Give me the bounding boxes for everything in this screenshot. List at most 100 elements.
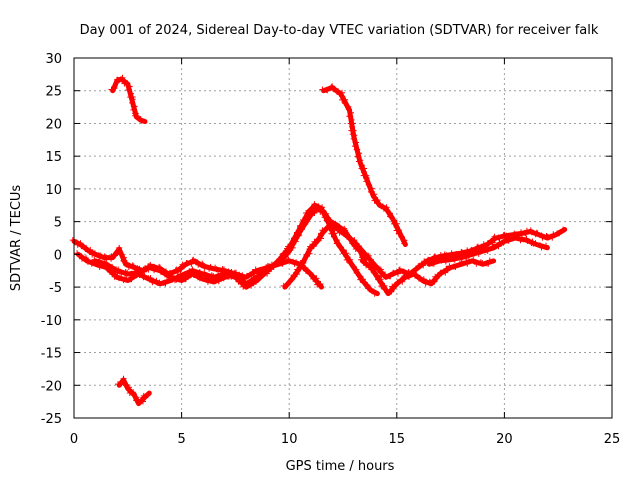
data-point-marker — [350, 263, 357, 270]
data-point-marker — [239, 278, 245, 284]
data-point-marker — [332, 225, 338, 232]
data-point-marker — [215, 278, 222, 285]
data-point-marker — [126, 83, 133, 90]
y-axis-label: SDTVAR / TECUs — [9, 185, 24, 292]
data-point-marker — [120, 257, 127, 264]
data-point-marker — [115, 381, 121, 388]
data-point-marker — [360, 279, 367, 286]
data-point-marker — [323, 226, 330, 233]
data-point-marker — [288, 241, 294, 248]
data-point-marker — [341, 230, 348, 237]
data-point-marker — [495, 234, 502, 241]
y-tick-label: -25 — [41, 412, 62, 427]
data-point-marker — [104, 262, 111, 269]
x-tick-label: 25 — [604, 432, 621, 447]
data-point-marker — [347, 260, 354, 267]
data-point-marker — [334, 224, 341, 230]
data-point-marker — [395, 270, 401, 277]
y-tick-label: 30 — [45, 52, 62, 67]
data-point-marker — [431, 253, 438, 260]
data-point-marker — [452, 264, 459, 270]
data-point-marker — [459, 249, 466, 256]
plot-frame — [73, 57, 613, 419]
data-point-marker — [231, 269, 238, 276]
data-point-marker — [383, 207, 390, 214]
data-point-marker — [346, 236, 353, 243]
data-point-marker — [376, 201, 382, 208]
data-point-marker — [505, 237, 512, 244]
data-point-marker — [543, 242, 549, 249]
data-point-marker — [111, 273, 118, 280]
y-tick-label: 10 — [45, 183, 62, 198]
series-trace-4 — [74, 201, 380, 297]
data-point-marker — [280, 282, 287, 289]
data-point-marker — [358, 256, 365, 263]
series-trace-2 — [115, 375, 152, 407]
data-point-marker — [524, 237, 531, 244]
data-point-marker — [280, 250, 287, 257]
y-tick-label: 5 — [54, 216, 62, 231]
data-point-marker — [285, 256, 292, 263]
data-point-marker — [302, 267, 309, 274]
x-tick-label: 0 — [70, 432, 78, 447]
data-point-marker — [258, 267, 265, 274]
data-point-marker — [178, 265, 185, 272]
data-point-marker — [485, 260, 492, 267]
data-point-marker — [556, 230, 563, 237]
data-point-marker — [518, 229, 524, 236]
y-tick-label: 0 — [54, 248, 62, 263]
y-tick-label: -10 — [41, 314, 62, 329]
data-point-marker — [151, 267, 158, 274]
data-point-marker — [354, 153, 361, 160]
data-point-marker — [349, 124, 356, 130]
data-point-marker — [129, 262, 136, 269]
data-point-marker — [162, 270, 169, 277]
data-point-marker — [372, 262, 379, 269]
data-point-marker — [77, 240, 84, 247]
data-point-marker — [190, 256, 197, 263]
series-trace-1 — [108, 74, 148, 124]
data-point-marker — [288, 276, 295, 283]
data-point-marker — [83, 245, 90, 252]
data-point-marker — [333, 240, 340, 247]
data-point-marker — [430, 260, 437, 267]
data-point-marker — [190, 272, 197, 278]
x-axis-label: GPS time / hours — [286, 459, 395, 474]
x-tick-label: 15 — [389, 432, 406, 447]
data-point-marker — [130, 263, 137, 270]
data-point-marker — [97, 252, 104, 259]
data-point-marker — [144, 392, 151, 399]
data-point-marker — [345, 106, 352, 113]
data-point-marker — [256, 275, 263, 282]
data-point-marker — [350, 120, 356, 127]
data-point-marker — [371, 290, 378, 297]
data-point-marker — [111, 84, 118, 90]
data-point-marker — [401, 240, 408, 247]
data-point-marker — [358, 246, 365, 253]
data-point-marker — [306, 269, 313, 276]
data-point-marker — [221, 266, 227, 273]
data-point-marker — [448, 250, 455, 257]
data-point-marker — [215, 267, 222, 274]
data-point-marker — [489, 239, 496, 246]
data-point-marker — [337, 243, 344, 250]
data-point-marker — [248, 282, 255, 289]
data-point-marker — [293, 259, 300, 266]
data-point-marker — [199, 260, 206, 267]
data-point-marker — [128, 276, 135, 283]
data-point-marker — [399, 278, 406, 285]
data-point-marker — [118, 251, 125, 258]
data-point-marker — [368, 266, 375, 273]
data-point-marker — [495, 243, 502, 250]
series-trace-8 — [358, 256, 497, 297]
data-point-marker — [318, 230, 325, 237]
data-point-marker — [353, 269, 360, 276]
data-point-marker — [335, 88, 342, 95]
data-point-marker — [350, 135, 357, 142]
data-point-marker — [138, 117, 145, 124]
data-point-marker — [294, 229, 300, 236]
series-trace-6 — [280, 220, 413, 290]
data-point-marker — [125, 87, 132, 93]
data-point-marker — [381, 286, 388, 293]
